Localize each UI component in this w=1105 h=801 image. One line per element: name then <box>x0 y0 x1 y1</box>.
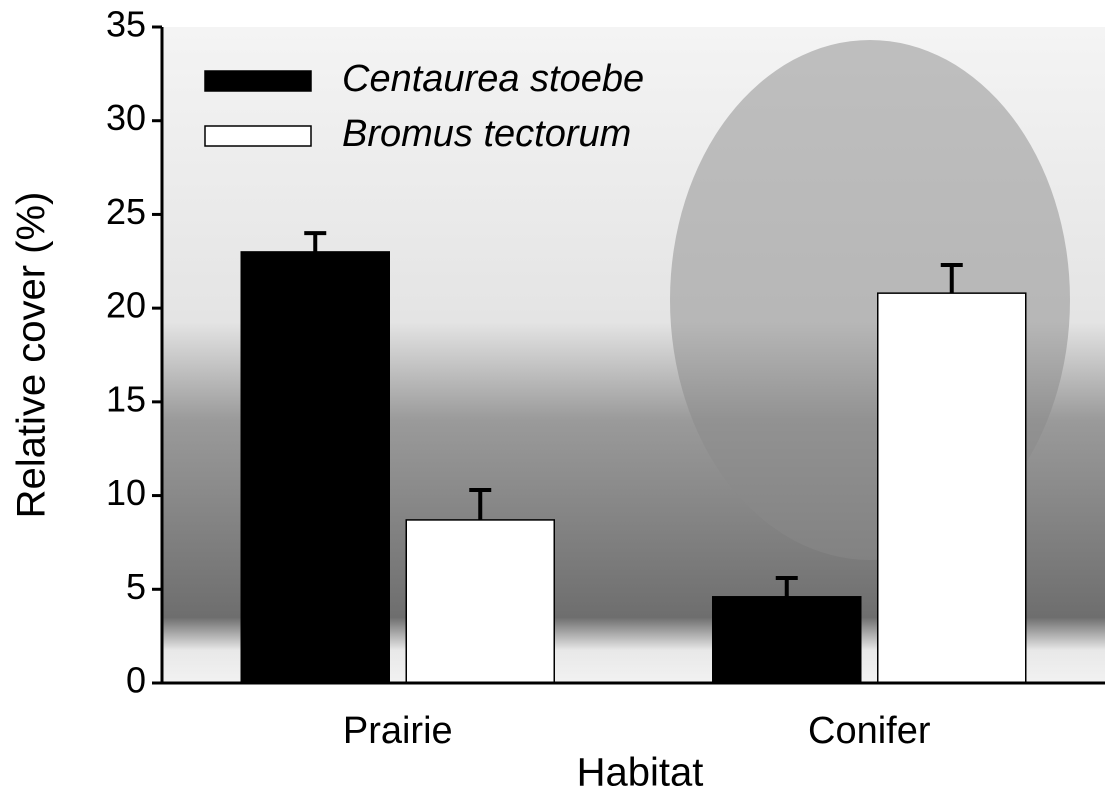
y-axis-label: Relative cover (%) <box>10 192 54 519</box>
y-tick-label: 5 <box>126 566 146 607</box>
x-axis-label: Habitat <box>577 751 704 795</box>
y-tick-label: 15 <box>106 378 146 419</box>
y-tick-label: 35 <box>106 4 146 45</box>
bar <box>713 597 861 683</box>
legend-label: Centaurea stoebe <box>342 58 644 100</box>
bar <box>406 520 554 683</box>
chart: Habitat Relative cover (%) 0 5 10 15 20 25 30 3… <box>0 0 1105 801</box>
legend-swatch <box>205 71 311 91</box>
x-tick-label: Prairie <box>343 710 453 752</box>
y-tick-label: 20 <box>106 285 146 326</box>
y-tick-label: 25 <box>106 191 146 232</box>
x-tick-label: Conifer <box>808 710 931 752</box>
y-tick-label: 0 <box>126 660 146 701</box>
y-tick-label: 10 <box>106 472 146 513</box>
bar <box>241 252 389 683</box>
legend-swatch <box>205 126 311 146</box>
y-tick-label: 30 <box>106 97 146 138</box>
legend-label: Bromus tectorum <box>342 113 631 155</box>
bar <box>878 293 1026 683</box>
